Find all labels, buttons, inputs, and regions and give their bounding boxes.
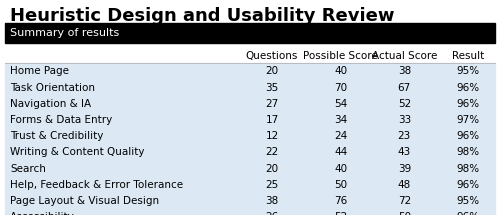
Text: Summary of results: Summary of results	[10, 28, 119, 38]
Text: 95%: 95%	[456, 196, 479, 206]
Bar	[5, 193, 495, 209]
Bar	[5, 144, 495, 161]
Text: 98%: 98%	[456, 164, 479, 174]
Text: 20: 20	[266, 66, 278, 76]
Text: Accessibility: Accessibility	[10, 212, 74, 215]
Text: 97%: 97%	[456, 115, 479, 125]
Text: 20: 20	[266, 164, 278, 174]
Text: Home Page: Home Page	[10, 66, 69, 76]
Text: 52: 52	[334, 212, 347, 215]
Text: 50: 50	[334, 180, 347, 190]
Bar	[5, 209, 495, 215]
Text: 43: 43	[398, 147, 411, 157]
Text: 96%: 96%	[456, 131, 479, 141]
Text: 67: 67	[398, 83, 411, 93]
Text: Page Layout & Visual Design: Page Layout & Visual Design	[10, 196, 159, 206]
Text: Search: Search	[10, 164, 46, 174]
Text: 95%: 95%	[456, 66, 479, 76]
Bar	[5, 128, 495, 144]
Text: 26: 26	[266, 212, 278, 215]
Text: 96%: 96%	[456, 212, 479, 215]
Text: 35: 35	[266, 83, 278, 93]
Text: 76: 76	[334, 196, 347, 206]
Bar	[5, 23, 495, 43]
Text: 38: 38	[398, 66, 411, 76]
Text: Actual Score: Actual Score	[372, 51, 437, 61]
Text: Result: Result	[452, 51, 484, 61]
Text: 34: 34	[334, 115, 347, 125]
Text: Navigation & IA: Navigation & IA	[10, 99, 91, 109]
Text: 22: 22	[266, 147, 278, 157]
Bar	[5, 161, 495, 177]
Text: 27: 27	[266, 99, 278, 109]
Text: Task Orientation: Task Orientation	[10, 83, 95, 93]
Bar	[5, 177, 495, 193]
Text: 72: 72	[398, 196, 411, 206]
Text: 25: 25	[266, 180, 278, 190]
Text: 96%: 96%	[456, 99, 479, 109]
Text: Possible Score: Possible Score	[304, 51, 378, 61]
Text: Forms & Data Entry: Forms & Data Entry	[10, 115, 112, 125]
Text: Help, Feedback & Error Tolerance: Help, Feedback & Error Tolerance	[10, 180, 183, 190]
Text: 44: 44	[334, 147, 347, 157]
Text: Heuristic Design and Usability Review: Heuristic Design and Usability Review	[10, 8, 394, 25]
Bar	[5, 80, 495, 96]
Text: 38: 38	[266, 196, 278, 206]
Text: 12: 12	[266, 131, 278, 141]
Text: 40: 40	[334, 164, 347, 174]
Bar	[5, 112, 495, 128]
Text: 50: 50	[398, 212, 411, 215]
Text: 96%: 96%	[456, 180, 479, 190]
Text: 96%: 96%	[456, 83, 479, 93]
Text: 33: 33	[398, 115, 411, 125]
Text: 23: 23	[398, 131, 411, 141]
Text: Writing & Content Quality: Writing & Content Quality	[10, 147, 144, 157]
Bar	[5, 63, 495, 80]
Text: 48: 48	[398, 180, 411, 190]
Text: 40: 40	[334, 66, 347, 76]
Text: 54: 54	[334, 99, 347, 109]
Text: 52: 52	[398, 99, 411, 109]
Text: 24: 24	[334, 131, 347, 141]
Text: 17: 17	[266, 115, 278, 125]
Text: Trust & Credibility: Trust & Credibility	[10, 131, 104, 141]
Bar	[5, 96, 495, 112]
Text: 98%: 98%	[456, 147, 479, 157]
Text: 39: 39	[398, 164, 411, 174]
Text: Questions: Questions	[246, 51, 298, 61]
Text: 70: 70	[334, 83, 347, 93]
